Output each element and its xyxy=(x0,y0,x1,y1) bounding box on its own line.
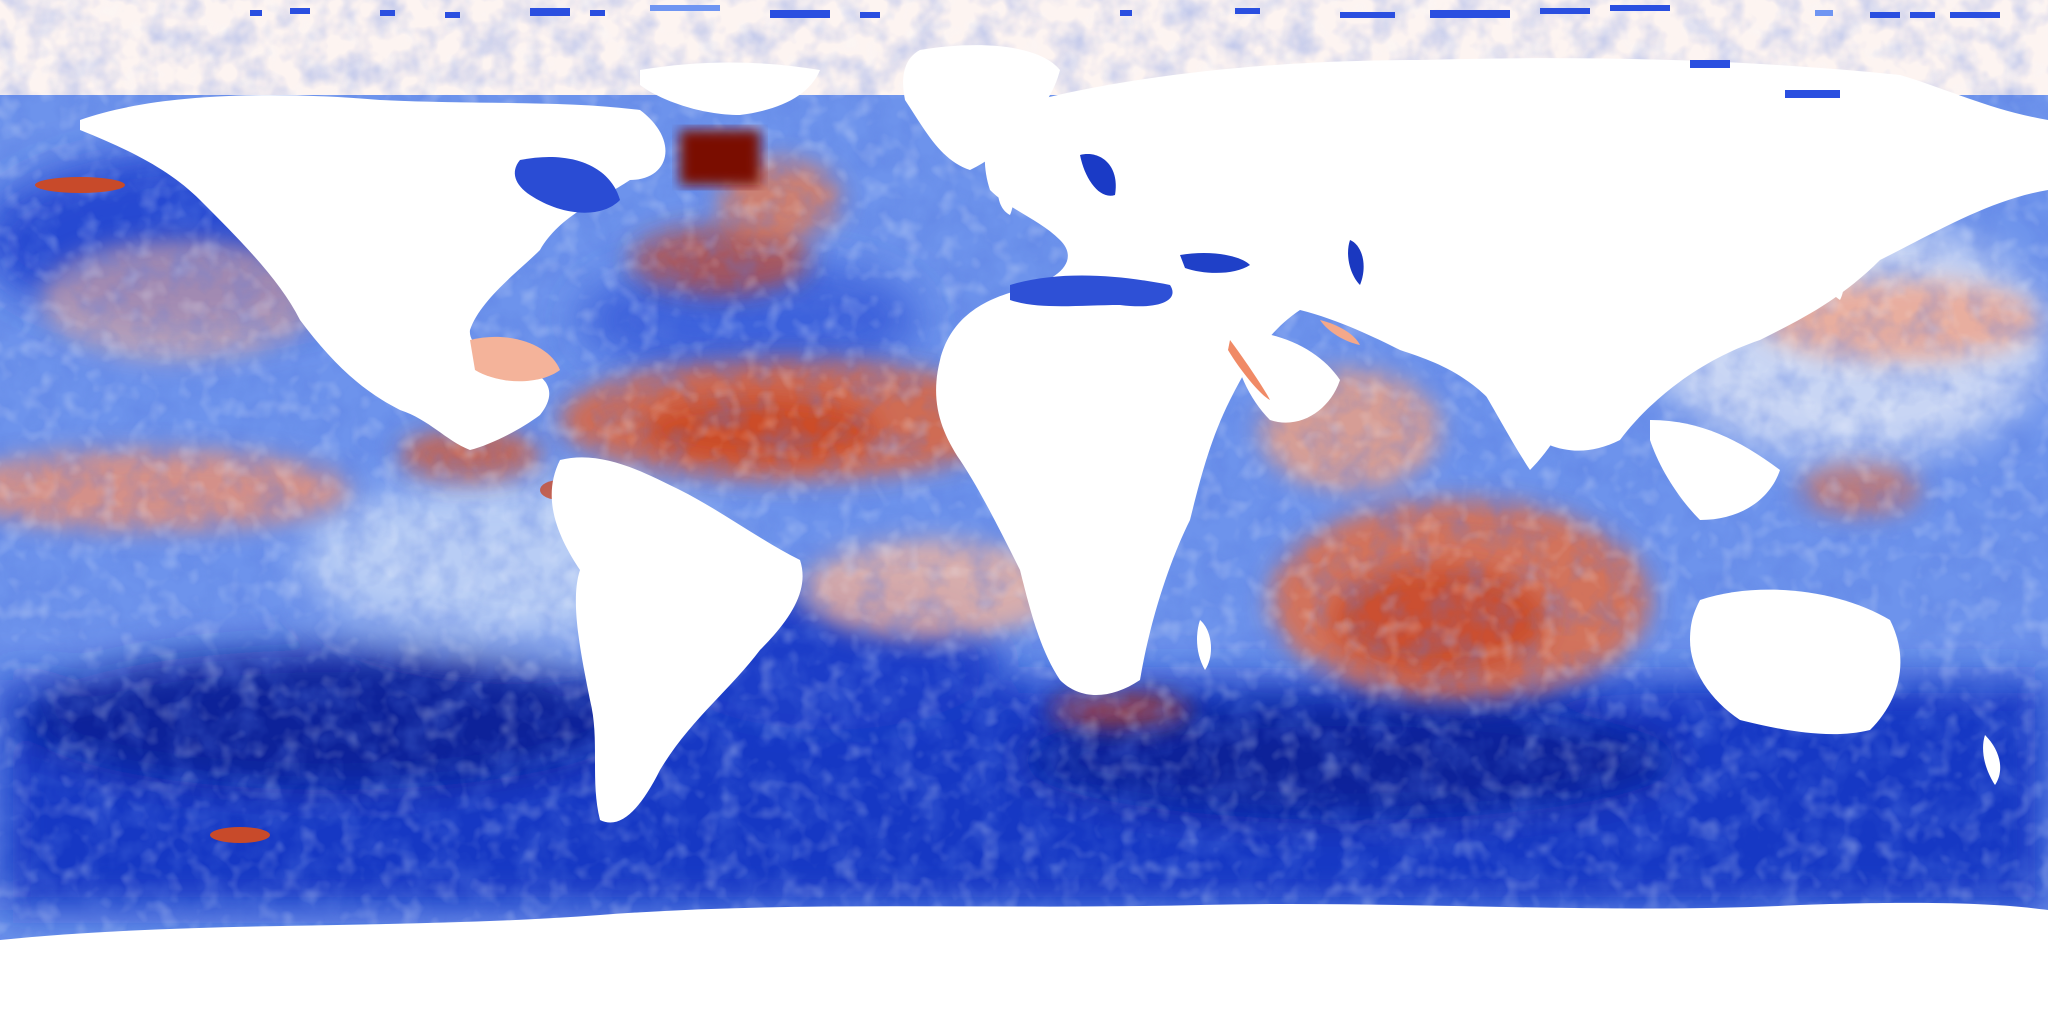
land-greenland xyxy=(903,45,1060,170)
ice-dash xyxy=(860,12,880,18)
caspian-sea xyxy=(1348,240,1364,285)
land-british-isles xyxy=(998,179,1014,215)
ice-dash xyxy=(290,8,310,14)
ice-dash xyxy=(1910,12,1935,18)
inland-seas xyxy=(470,154,1364,400)
ice-dash xyxy=(1430,10,1510,18)
arctic-ice-dashes xyxy=(250,5,2000,98)
ice-dash xyxy=(650,5,720,11)
land-south-america xyxy=(551,457,803,823)
ice-dash xyxy=(1120,10,1132,16)
land-madagascar xyxy=(1197,620,1212,670)
land-antarctica xyxy=(0,902,2048,1024)
ice-dash xyxy=(380,10,395,16)
ice-dash xyxy=(1870,12,1900,18)
ice-dash xyxy=(590,10,605,16)
ice-dash xyxy=(1540,8,1590,14)
hudson-bay xyxy=(514,156,620,213)
land-new-zealand xyxy=(1983,735,2001,785)
red-sea xyxy=(1228,340,1270,400)
gulf-of-mexico xyxy=(470,336,560,382)
ice-dash xyxy=(1785,90,1840,98)
land-japan xyxy=(1818,240,1844,300)
hot-spot-south-pacific xyxy=(210,827,270,843)
ice-dash xyxy=(1690,60,1730,68)
ice-dash xyxy=(1815,10,1833,16)
ice-dash xyxy=(445,12,460,18)
ice-dash xyxy=(1610,5,1670,11)
ice-dash xyxy=(1340,12,1395,18)
ice-dash xyxy=(530,8,570,16)
land-india xyxy=(1470,330,1580,470)
hot-spot-alaska xyxy=(35,177,125,193)
ice-dash xyxy=(1235,8,1260,14)
land-arctic-islands xyxy=(640,62,820,115)
land-arabia xyxy=(1230,330,1340,423)
land-australia xyxy=(1690,589,1901,735)
ice-dash xyxy=(770,10,830,18)
ice-dash xyxy=(250,10,262,16)
persian-gulf xyxy=(1320,320,1360,345)
land-southeast-asia xyxy=(1650,420,1780,520)
black-sea xyxy=(1180,253,1250,273)
mediterranean xyxy=(1010,275,1173,307)
ice-dash xyxy=(1950,12,2000,18)
hot-spot-labrador xyxy=(680,130,760,185)
baltic-sea xyxy=(1080,154,1116,196)
